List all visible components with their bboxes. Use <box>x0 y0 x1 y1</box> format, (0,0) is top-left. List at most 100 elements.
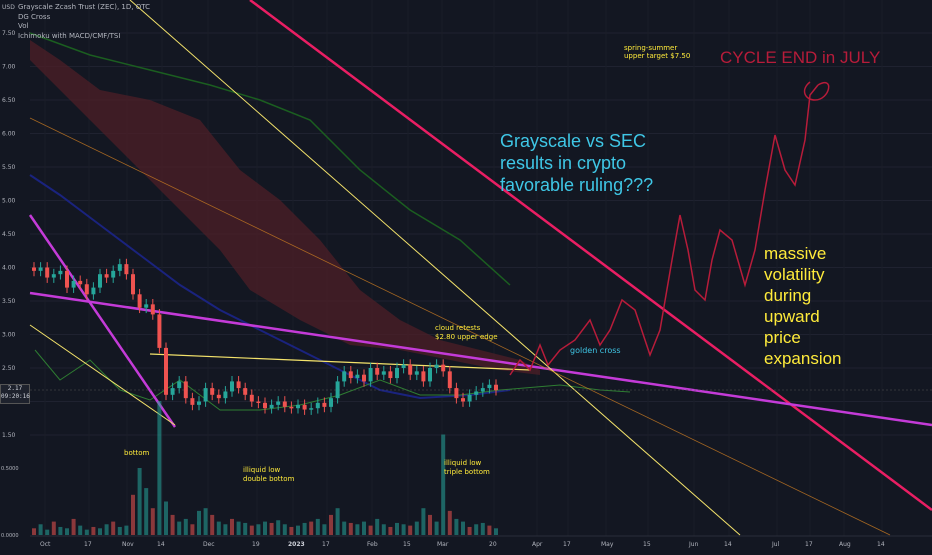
time-tick: 14 <box>877 541 885 548</box>
candle-body <box>480 388 485 392</box>
candle-body <box>71 280 76 288</box>
candle-body <box>65 270 69 288</box>
candle-body <box>210 388 215 395</box>
chart-legend: Grayscale Zcash Trust (ZEC), 1D, OTC DG … <box>18 3 150 41</box>
volume-bar <box>117 526 122 535</box>
price-tick: 3.50 <box>2 298 16 305</box>
candle-body <box>395 368 399 379</box>
yellow-long-trendline <box>129 0 741 536</box>
volume-bar <box>58 526 63 535</box>
volume-tick: 0.5000 <box>1 466 19 472</box>
volume-bar <box>467 526 472 535</box>
time-tick: 17 <box>563 541 571 548</box>
volume-bar <box>454 518 459 535</box>
projection-path <box>509 84 819 376</box>
candle-body <box>157 314 162 348</box>
candle-body <box>51 274 56 278</box>
candle-body <box>322 402 327 407</box>
price-tick: 4.50 <box>2 231 16 238</box>
cycle-trendline <box>249 0 932 512</box>
candle-body <box>329 398 333 407</box>
volume-bar <box>197 510 201 535</box>
time-tick: Feb <box>367 541 378 548</box>
volume-bar <box>249 525 254 535</box>
volume-bar <box>434 521 439 535</box>
volume-bar <box>322 524 327 535</box>
candle-body <box>170 388 175 395</box>
volume-bar <box>309 521 314 535</box>
candle-body <box>91 287 96 295</box>
candle-body <box>124 264 129 275</box>
time-tick: 15 <box>403 541 411 548</box>
annotation-spring-summer: upper target $7.50 <box>624 52 690 60</box>
candle-body <box>249 394 254 402</box>
candle-body <box>447 371 452 389</box>
volume-bar <box>381 524 386 535</box>
legend-symbol[interactable]: Grayscale Zcash Trust (ZEC), 1D, OTC <box>18 3 150 11</box>
candle-body <box>117 264 122 271</box>
annotation-cloud-retests: $2.80 upper edge <box>435 333 498 341</box>
volume-bar <box>177 521 182 535</box>
volume-bar <box>263 521 267 535</box>
candle-body <box>203 388 208 402</box>
volume-bar <box>276 520 281 535</box>
legend-indicator-ichimoku[interactable]: Ichimoku with MACD/CMF/TSI <box>18 31 121 40</box>
annotation-grayscale-sec: Grayscale vs SEC <box>500 131 646 151</box>
current-price: 2.17 <box>7 385 23 392</box>
volume-bar <box>282 524 287 535</box>
volume-bar <box>414 521 419 535</box>
volume-bar <box>104 524 109 535</box>
volume-bar <box>355 524 360 535</box>
candle-body <box>355 374 360 379</box>
candle-body <box>137 294 142 308</box>
candle-body <box>223 391 228 399</box>
volume-bar <box>38 524 43 535</box>
volume-bar <box>269 522 274 535</box>
ma-blue-line <box>29 174 511 400</box>
volume-bar <box>461 521 465 535</box>
candle-body <box>269 404 274 409</box>
price-tick: 3.00 <box>2 332 16 339</box>
legend-indicator-vol[interactable]: Vol <box>18 22 29 30</box>
volume-bar <box>210 514 215 535</box>
time-tick: 20 <box>489 541 497 548</box>
candle-body <box>183 381 188 399</box>
time-tick: 17 <box>805 541 813 548</box>
volume-bar <box>256 524 261 535</box>
countdown: 09:20:16 <box>1 393 30 400</box>
volume-bar <box>124 525 129 535</box>
price-tick: 5.50 <box>2 164 16 171</box>
candle-body <box>104 274 109 278</box>
candle-body <box>441 364 446 372</box>
candle-body <box>375 368 380 375</box>
volume-bar <box>362 521 366 535</box>
candle-body <box>98 274 102 288</box>
volume-bar <box>216 521 221 535</box>
time-tick: Jun <box>688 541 699 548</box>
annotation-massive-volatility: expansion <box>764 349 842 368</box>
volume-bar <box>157 401 162 535</box>
candle-body <box>434 364 439 368</box>
price-tick: 4.00 <box>2 265 16 272</box>
candle-body <box>230 381 234 392</box>
candle-body <box>421 371 426 382</box>
price-tick: 5.00 <box>2 198 16 205</box>
candle-body <box>302 404 307 410</box>
candle-body <box>150 304 155 315</box>
candle-body <box>131 274 135 295</box>
descending-magenta-trendline <box>29 291 932 427</box>
volume-bar <box>348 522 353 535</box>
time-tick: 17 <box>322 541 330 548</box>
annotation-bottom: bottom <box>124 449 149 457</box>
volume-bar <box>408 525 413 535</box>
time-tick: Jul <box>771 541 780 548</box>
candle-body <box>474 391 479 395</box>
candle-body <box>236 381 241 389</box>
legend-indicator-dg-cross[interactable]: DG Cross <box>18 12 51 21</box>
price-tick: 2.50 <box>2 365 16 372</box>
volume-bar <box>190 524 195 535</box>
candle-body <box>381 371 386 375</box>
time-tick: May <box>601 541 614 548</box>
candle-body <box>197 401 201 405</box>
